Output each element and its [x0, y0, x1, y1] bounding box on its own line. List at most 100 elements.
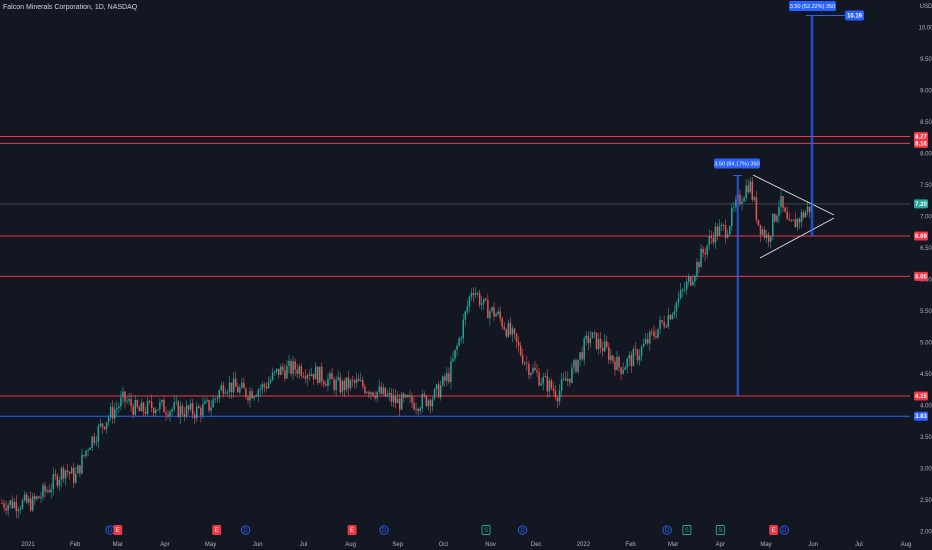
candle-body — [421, 393, 423, 409]
event-marker[interactable] — [113, 525, 123, 535]
candle-body — [360, 380, 362, 381]
candle-body — [9, 500, 11, 505]
y-tick-label: 3.00 — [920, 467, 932, 473]
candle-body — [640, 346, 643, 356]
candle-body — [733, 207, 735, 208]
candle-body — [107, 417, 110, 423]
candle-body — [136, 399, 139, 408]
candle-body — [321, 366, 323, 382]
event-marker[interactable] — [769, 525, 779, 535]
triangle-upper-line[interactable] — [752, 174, 835, 216]
candle-body — [552, 388, 555, 391]
candle-body — [464, 311, 467, 320]
candle-body — [226, 392, 229, 393]
event-marker[interactable] — [212, 525, 222, 535]
candle-body — [150, 401, 153, 409]
candle-body — [423, 393, 426, 396]
event-marker[interactable] — [517, 525, 528, 535]
candle-body — [316, 366, 319, 383]
candle-body — [265, 386, 268, 389]
candle-body — [392, 395, 395, 402]
candle-body — [528, 363, 530, 376]
event-marker[interactable] — [779, 525, 789, 535]
candle-body — [444, 376, 446, 381]
candle-body — [349, 380, 352, 389]
candle-body — [222, 385, 225, 394]
candle-body — [292, 361, 294, 374]
event-marker[interactable] — [682, 525, 692, 535]
candle-body — [425, 395, 428, 406]
candle-body — [743, 198, 745, 202]
candle-body — [386, 394, 389, 397]
x-tick-label: Oct — [439, 542, 449, 548]
x-tick-label: Feb — [70, 542, 81, 548]
candle-body — [27, 498, 30, 503]
candle-body — [382, 387, 385, 394]
x-tick-label: Apr — [716, 542, 725, 548]
x-tick-label: Feb — [625, 542, 636, 548]
candle-body — [474, 293, 477, 295]
price-tag-box — [914, 411, 928, 421]
candle-body — [601, 348, 604, 352]
event-marker[interactable] — [347, 525, 357, 535]
candle-body — [329, 373, 331, 379]
candle-body — [95, 441, 98, 443]
candle-body — [73, 467, 75, 483]
candle-body — [589, 338, 592, 344]
candle-body — [485, 298, 487, 301]
candle-body — [761, 229, 764, 235]
event-marker[interactable] — [715, 525, 725, 535]
event-marker[interactable] — [240, 525, 251, 535]
x-tick-label: Jun — [253, 542, 263, 548]
candle-body — [91, 436, 93, 448]
candle-body — [200, 407, 202, 416]
candle-body — [181, 405, 184, 415]
candle-body — [364, 386, 366, 394]
candle-body — [532, 367, 534, 373]
candle-body — [446, 373, 448, 381]
candle-body — [724, 225, 727, 238]
candle-body — [216, 398, 218, 399]
candle-body — [483, 298, 485, 304]
triangle-lower-line[interactable] — [759, 217, 835, 259]
candle-body — [251, 391, 253, 399]
event-marker[interactable] — [481, 525, 491, 535]
candle-body — [183, 414, 186, 417]
candle-body — [505, 329, 508, 337]
candle-body — [558, 390, 561, 402]
candle-body — [712, 237, 715, 243]
candle-body — [458, 338, 460, 346]
candle-body — [173, 402, 175, 409]
candle-body — [101, 423, 104, 428]
y-tick-label: 2.50 — [920, 498, 932, 504]
x-tick-label: Dec — [531, 542, 542, 548]
candle-body — [413, 402, 415, 410]
candle-body — [798, 218, 801, 223]
candle-body — [148, 401, 151, 402]
candle-body — [521, 355, 524, 364]
event-marker-label: D — [520, 528, 525, 534]
candle-body — [193, 414, 196, 419]
candle-body — [462, 319, 464, 339]
candle-body — [140, 402, 143, 412]
event-marker-label: S — [484, 528, 488, 534]
event-marker[interactable] — [662, 525, 672, 535]
candle-body — [540, 383, 542, 386]
candle-body — [70, 467, 73, 474]
candle-body — [191, 403, 194, 415]
candle-body — [52, 474, 54, 490]
candle-body — [111, 406, 114, 419]
event-marker[interactable] — [379, 525, 389, 535]
last-price-tag-label: 7.20 — [915, 202, 927, 208]
candle-body — [673, 311, 676, 315]
candle-body — [390, 392, 393, 402]
candle-body — [653, 331, 655, 337]
candle-body — [411, 396, 413, 403]
x-tick-label: 2022 — [577, 542, 591, 548]
candle-body — [575, 360, 577, 372]
candle-body — [388, 392, 391, 395]
candle-body — [376, 391, 378, 399]
candle-body — [636, 349, 639, 361]
y-tick-label: 4.00 — [920, 404, 932, 410]
